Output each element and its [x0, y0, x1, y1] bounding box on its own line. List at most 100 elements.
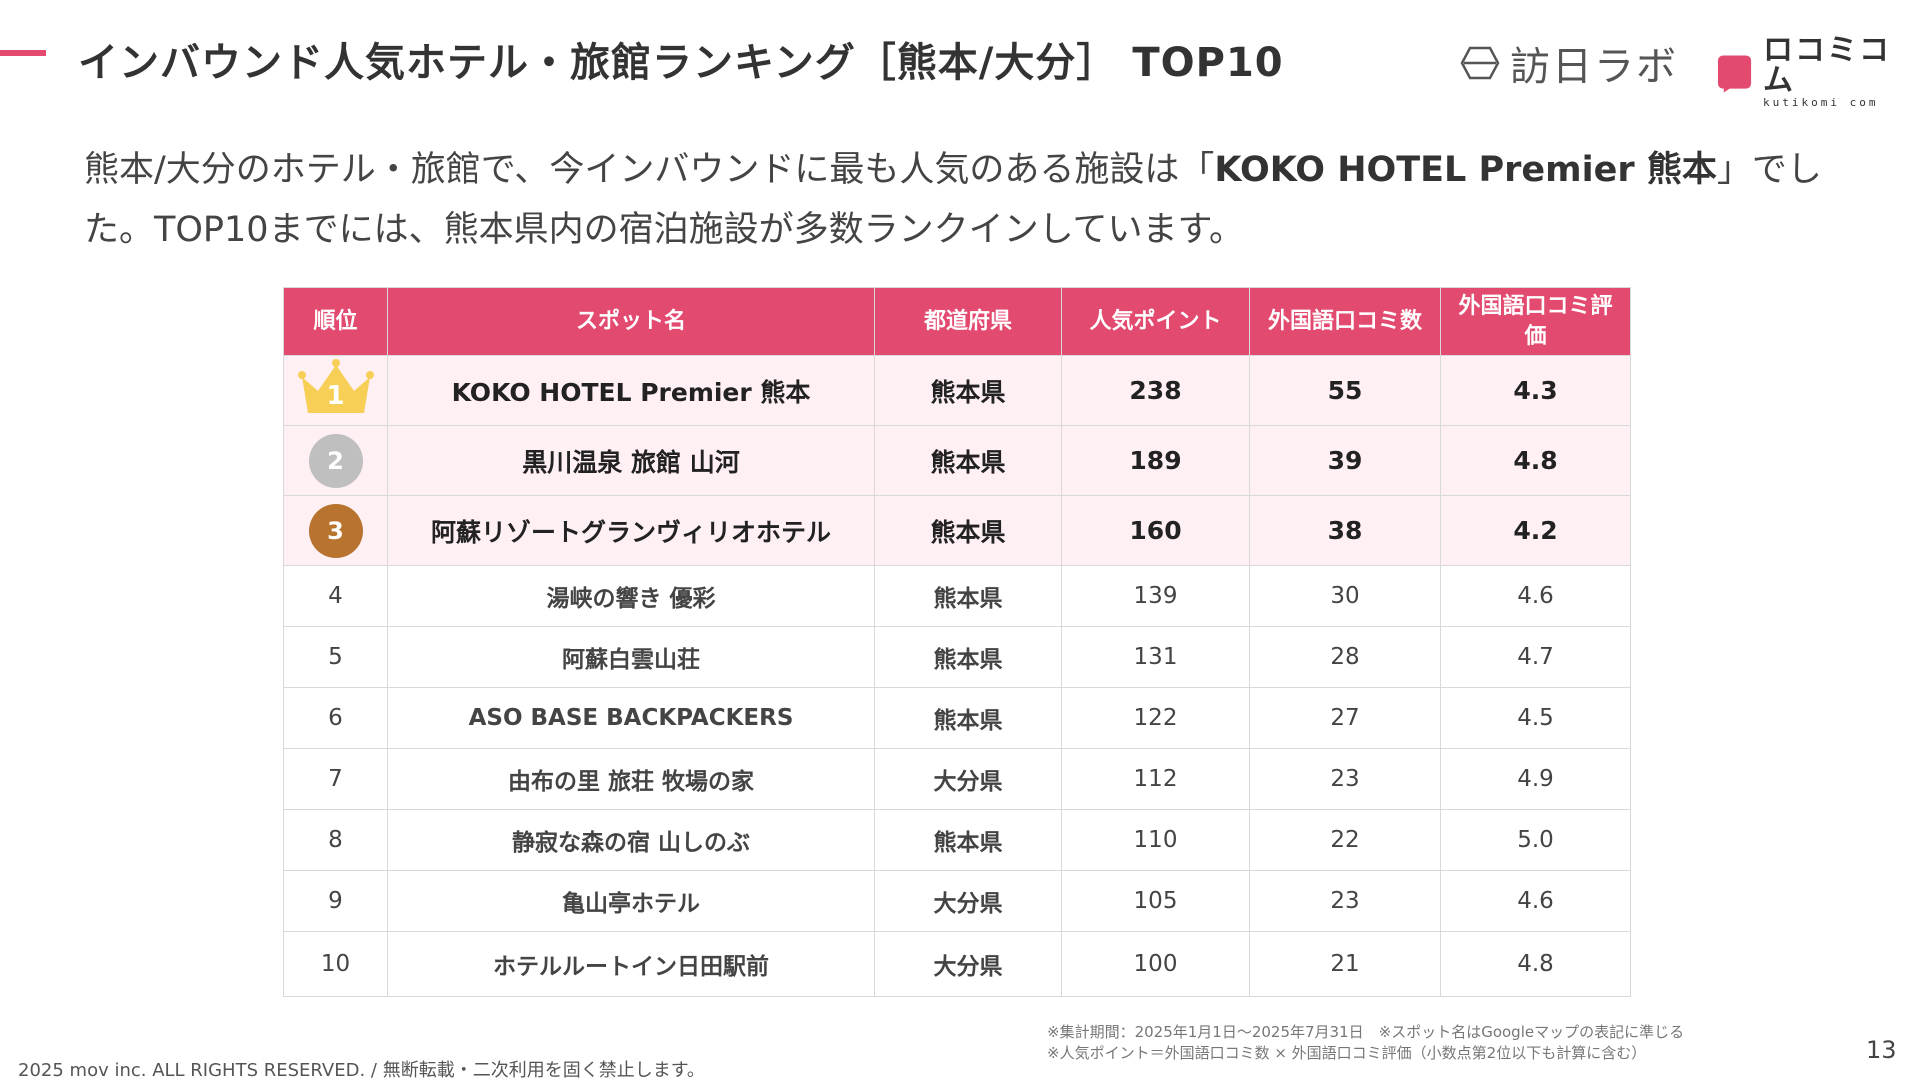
hexagon-logo-icon	[1460, 46, 1500, 80]
table-row: 5 阿蘇白雲山荘 熊本県 131 28 4.7	[283, 626, 1631, 688]
table-header-row: 順位 スポット名 都道府県 人気ポイント 外国語口コミ数 外国語口コミ評価	[283, 287, 1631, 356]
review-count-cell: 23	[1249, 870, 1441, 932]
kuchikomi-com-logo: ロコミコム kutikomi com	[1716, 36, 1919, 109]
rating-cell: 4.9	[1440, 748, 1631, 810]
rank-cell: 6	[283, 687, 388, 749]
rating-cell: 4.6	[1440, 870, 1631, 932]
rank-cell: 8	[283, 809, 388, 871]
prefecture-cell: 熊本県	[874, 626, 1062, 688]
rating-cell: 4.7	[1440, 626, 1631, 688]
rating-cell: 4.2	[1440, 495, 1631, 566]
table-row: 4 湯峡の響き 優彩 熊本県 139 30 4.6	[283, 565, 1631, 627]
header-popularity-points: 人気ポイント	[1061, 287, 1250, 356]
header-rank: 順位	[283, 287, 388, 356]
rating-cell: 5.0	[1440, 809, 1631, 871]
rank-cell: 9	[283, 870, 388, 932]
gold-crown-icon: 1	[296, 357, 376, 419]
prefecture-cell: 熊本県	[874, 687, 1062, 749]
kuchikomi-com-logo-subtext: kutikomi com	[1763, 96, 1879, 109]
prefecture-cell: 熊本県	[874, 809, 1062, 871]
speech-bubble-logo-icon	[1717, 54, 1752, 92]
spot-name-cell: 亀山亭ホテル	[387, 870, 875, 932]
spot-name-cell: KOKO HOTEL Premier 熊本	[387, 355, 875, 426]
houmon-lab-logo-text: 訪日ラボ	[1510, 44, 1678, 90]
rank-cell: 7	[283, 748, 388, 810]
lead-text-before: 熊本/大分のホテル・旅館で、今インバウンドに最も人気のある施設は「	[84, 150, 1215, 190]
rating-cell: 4.8	[1440, 931, 1631, 997]
footnote-points-formula: ※人気ポイント＝外国語口コミ数 × 外国語口コミ評価（小数点第2位以下も計算に含…	[1047, 1044, 1647, 1062]
ranking-table-wrapper: 順位 スポット名 都道府県 人気ポイント 外国語口コミ数 外国語口コミ評価	[283, 287, 1631, 997]
rank-cell: 2	[283, 425, 388, 496]
rank-cell: 4	[283, 565, 388, 627]
spot-name-cell: 静寂な森の宿 山しのぶ	[387, 809, 875, 871]
points-cell: 112	[1061, 748, 1250, 810]
spot-name-cell: 阿蘇白雲山荘	[387, 626, 875, 688]
rating-cell: 4.8	[1440, 425, 1631, 496]
review-count-cell: 39	[1249, 425, 1441, 496]
review-count-cell: 55	[1249, 355, 1441, 426]
ranking-table: 順位 スポット名 都道府県 人気ポイント 外国語口コミ数 外国語口コミ評価	[283, 287, 1631, 997]
points-cell: 100	[1061, 931, 1250, 997]
points-cell: 189	[1061, 425, 1250, 496]
header-spot-name: スポット名	[387, 287, 875, 356]
rank-cell: 5	[283, 626, 388, 688]
table-row: 3 阿蘇リゾートグランヴィリオホテル 熊本県 160 38 4.2	[283, 495, 1631, 566]
prefecture-cell: 大分県	[874, 748, 1062, 810]
header-prefecture: 都道府県	[874, 287, 1062, 356]
points-cell: 131	[1061, 626, 1250, 688]
copyright: 2025 mov inc. ALL RIGHTS RESERVED. / 無断転…	[18, 1060, 705, 1080]
prefecture-cell: 熊本県	[874, 425, 1062, 496]
table-row: 1 KOKO HOTEL Premier 熊本 熊本県 238 55 4.3	[283, 355, 1631, 426]
silver-medal-icon: 2	[308, 433, 363, 488]
review-count-cell: 23	[1249, 748, 1441, 810]
spot-name-cell: 阿蘇リゾートグランヴィリオホテル	[387, 495, 875, 566]
kuchikomi-com-logo-text: ロコミコム	[1763, 33, 1892, 98]
table-row: 10 ホテルルートイン日田駅前 大分県 100 21 4.8	[283, 931, 1631, 997]
rank-number: 1	[326, 380, 345, 411]
rating-cell: 4.5	[1440, 687, 1631, 749]
table-row: 6 ASO BASE BACKPACKERS 熊本県 122 27 4.5	[283, 687, 1631, 749]
prefecture-cell: 大分県	[874, 870, 1062, 932]
prefecture-cell: 熊本県	[874, 495, 1062, 566]
spot-name-cell: 由布の里 旅荘 牧場の家	[387, 748, 875, 810]
accent-bar	[0, 50, 46, 56]
table-row: 7 由布の里 旅荘 牧場の家 大分県 112 23 4.9	[283, 748, 1631, 810]
review-count-cell: 30	[1249, 565, 1441, 627]
rating-cell: 4.6	[1440, 565, 1631, 627]
header-review-rating: 外国語口コミ評価	[1440, 287, 1631, 356]
footnote-period: ※集計期間：2025年1月1日〜2025年7月31日 ※スポット名はGoogle…	[1047, 1023, 1685, 1041]
rating-cell: 4.3	[1440, 355, 1631, 426]
header-review-count: 外国語口コミ数	[1249, 287, 1441, 356]
prefecture-cell: 大分県	[874, 931, 1062, 997]
points-cell: 122	[1061, 687, 1250, 749]
page-number: 13	[1866, 1036, 1897, 1064]
lead-highlight: KOKO HOTEL Premier 熊本	[1214, 150, 1717, 190]
rank-cell: 1	[283, 355, 388, 426]
footnotes: ※集計期間：2025年1月1日〜2025年7月31日 ※スポット名はGoogle…	[1047, 1022, 1684, 1064]
bronze-medal-icon: 3	[308, 503, 363, 558]
review-count-cell: 38	[1249, 495, 1441, 566]
points-cell: 110	[1061, 809, 1250, 871]
table-row: 8 静寂な森の宿 山しのぶ 熊本県 110 22 5.0	[283, 809, 1631, 871]
points-cell: 139	[1061, 565, 1250, 627]
page-title: インバウンド人気ホテル・旅館ランキング［熊本/大分］ TOP10	[78, 40, 1284, 86]
points-cell: 238	[1061, 355, 1250, 426]
review-count-cell: 22	[1249, 809, 1441, 871]
rank-cell: 10	[283, 931, 388, 997]
spot-name-cell: 黒川温泉 旅館 山河	[387, 425, 875, 496]
review-count-cell: 28	[1249, 626, 1441, 688]
houmon-lab-logo: 訪日ラボ	[1460, 34, 1678, 92]
review-count-cell: 21	[1249, 931, 1441, 997]
table-row: 2 黒川温泉 旅館 山河 熊本県 189 39 4.8	[283, 425, 1631, 496]
spot-name-cell: ASO BASE BACKPACKERS	[387, 687, 875, 749]
table-row: 9 亀山亭ホテル 大分県 105 23 4.6	[283, 870, 1631, 932]
points-cell: 105	[1061, 870, 1250, 932]
points-cell: 160	[1061, 495, 1250, 566]
spot-name-cell: ホテルルートイン日田駅前	[387, 931, 875, 997]
spot-name-cell: 湯峡の響き 優彩	[387, 565, 875, 627]
lead-paragraph: 熊本/大分のホテル・旅館で、今インバウンドに最も人気のある施設は「KOKO HO…	[84, 140, 1864, 260]
prefecture-cell: 熊本県	[874, 565, 1062, 627]
prefecture-cell: 熊本県	[874, 355, 1062, 426]
review-count-cell: 27	[1249, 687, 1441, 749]
rank-cell: 3	[283, 495, 388, 566]
